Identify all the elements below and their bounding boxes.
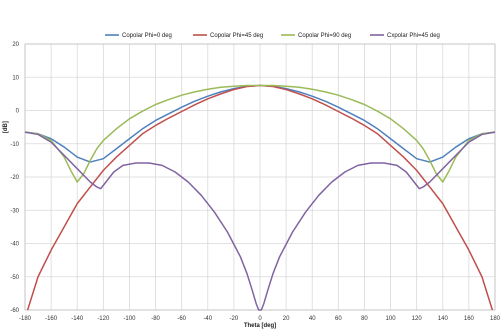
series-line-4: [24, 131, 496, 311]
series-group: [24, 84, 496, 311]
x-tick-label: -120: [97, 316, 110, 322]
x-tick-label: -20: [230, 316, 239, 322]
series-line-3: [24, 84, 496, 183]
y-tick-label: -20: [10, 175, 19, 181]
x-tick-label: 80: [361, 316, 368, 322]
legend-item: Cxpolar Phi=45 deg: [370, 33, 440, 39]
legend: Copolar Phi=0 deg Copolar Phi=45 deg Copol…: [105, 33, 440, 39]
y-tick-label: -60: [10, 308, 19, 314]
legend-item: Copolar Phi=45 deg: [193, 33, 263, 39]
y-tick-label: -30: [10, 208, 19, 214]
x-tick-label: -60: [177, 316, 186, 322]
x-tick-label: -140: [71, 316, 84, 322]
x-tick-label: 100: [386, 316, 397, 322]
y-axis-label: [dB]: [3, 121, 9, 133]
x-tick-labels: -180 -160 -140 -120 -100 -80 -60 -40 -20 0 20 40 60 8…: [19, 316, 501, 322]
x-tick-label: -80: [151, 316, 160, 322]
x-tick-label: 20: [283, 316, 290, 322]
x-tick-label: -40: [203, 316, 212, 322]
legend-item: Copolar Phi=90 deg: [281, 33, 351, 39]
x-tick-label: 120: [412, 316, 423, 322]
y-tick-label: -40: [10, 242, 19, 248]
y-tick-labels: 20 10 0 -10 -20 -30 -40 -50 -60: [10, 42, 19, 314]
x-tick-label: -180: [19, 316, 32, 322]
y-tick-label: 20: [12, 42, 19, 48]
x-tick-label: 0: [258, 316, 262, 322]
x-tick-label: -160: [45, 316, 58, 322]
x-tick-label: 60: [335, 316, 342, 322]
x-tick-label: 40: [309, 316, 316, 322]
y-tick-label: -50: [10, 275, 19, 281]
legend-label: Cxpolar Phi=45 deg: [387, 33, 440, 39]
y-tick-label: 0: [16, 109, 20, 115]
y-tick-label: 10: [12, 75, 19, 81]
y-tick-label: -10: [10, 142, 19, 148]
legend-label: Copolar Phi=45 deg: [210, 33, 263, 39]
x-tick-label: -100: [123, 316, 136, 322]
x-tick-label: 160: [464, 316, 475, 322]
legend-item: Copolar Phi=0 deg: [105, 33, 172, 39]
legend-label: Copolar Phi=90 deg: [298, 33, 351, 39]
grid: [24, 43, 496, 311]
x-axis-label: Theta [deg]: [244, 323, 276, 329]
legend-label: Copolar Phi=0 deg: [122, 33, 172, 39]
x-tick-label: 140: [438, 316, 449, 322]
x-tick-label: 180: [490, 316, 501, 322]
